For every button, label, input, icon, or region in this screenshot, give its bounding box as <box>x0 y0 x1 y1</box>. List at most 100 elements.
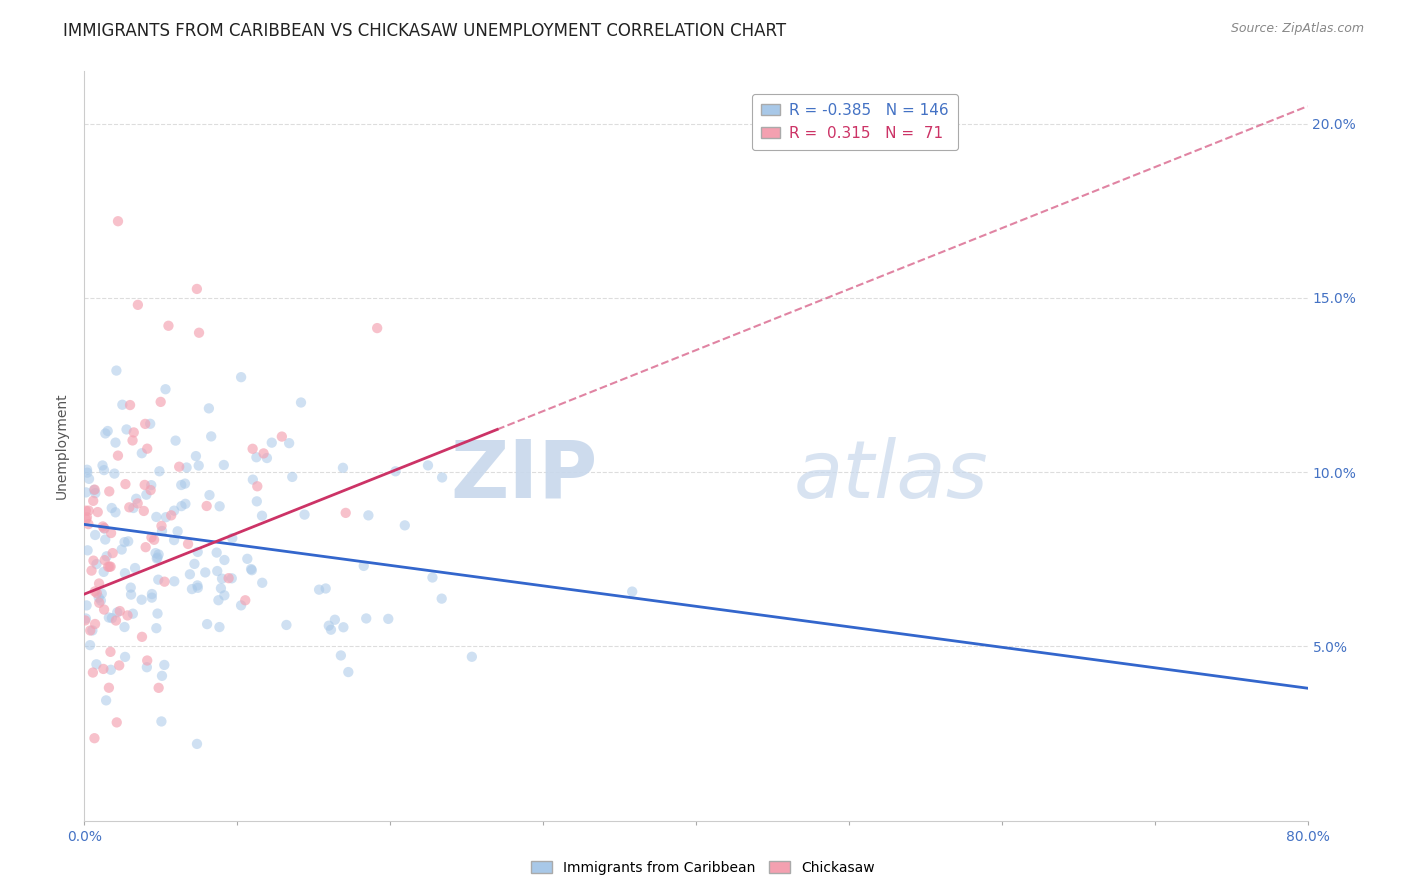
Point <box>77 472 100 486</box>
Point <box>146 607 169 621</box>
Point <box>141 587 163 601</box>
Point <box>131 446 153 460</box>
Point <box>366 321 388 335</box>
Point <box>104 505 127 519</box>
Point <box>134 478 156 492</box>
Point <box>117 608 139 623</box>
Point <box>118 398 141 412</box>
Point <box>139 417 162 431</box>
Point <box>145 510 167 524</box>
Point <box>97 610 120 624</box>
Point <box>143 533 166 547</box>
Point <box>117 534 139 549</box>
Point <box>75 512 97 526</box>
Point <box>153 574 176 589</box>
Point <box>120 588 142 602</box>
Point <box>184 449 207 463</box>
Point <box>335 506 357 520</box>
Point <box>87 505 110 519</box>
Point <box>100 501 122 516</box>
Point <box>198 488 221 502</box>
Point <box>188 326 211 340</box>
Point <box>329 648 352 663</box>
Point <box>318 618 340 632</box>
Point <box>430 591 453 606</box>
Point <box>146 551 169 566</box>
Point <box>86 657 108 672</box>
Point <box>93 553 115 567</box>
Point <box>166 524 188 539</box>
Point <box>214 588 236 602</box>
Point <box>187 545 209 559</box>
Point <box>91 519 114 533</box>
Point <box>98 484 121 499</box>
Y-axis label: Unemployment: Unemployment <box>55 392 69 500</box>
Point <box>97 559 120 574</box>
Point <box>76 543 98 558</box>
Point <box>127 298 149 312</box>
Point <box>245 450 267 465</box>
Point <box>145 621 167 635</box>
Point <box>422 570 444 584</box>
Legend: Immigrants from Caribbean, Chickasaw: Immigrants from Caribbean, Chickasaw <box>526 855 880 880</box>
Point <box>94 533 117 547</box>
Point <box>357 508 380 523</box>
Point <box>207 593 229 607</box>
Point <box>221 571 243 585</box>
Point <box>108 604 131 618</box>
Point <box>149 395 172 409</box>
Point <box>100 559 122 574</box>
Point <box>115 422 138 436</box>
Point <box>134 417 156 431</box>
Point <box>205 545 228 559</box>
Point <box>167 459 190 474</box>
Point <box>84 617 107 632</box>
Point <box>139 483 162 497</box>
Point <box>240 563 263 577</box>
Point <box>187 581 209 595</box>
Point <box>148 573 170 587</box>
Point <box>108 658 131 673</box>
Point <box>242 473 264 487</box>
Point <box>198 401 221 416</box>
Point <box>218 571 240 585</box>
Point <box>93 521 115 535</box>
Point <box>86 557 108 571</box>
Point <box>208 500 231 514</box>
Point <box>157 318 180 333</box>
Point <box>229 370 252 384</box>
Point <box>76 599 98 613</box>
Point <box>308 582 330 597</box>
Point <box>394 518 416 533</box>
Point <box>122 425 145 440</box>
Point <box>186 282 208 296</box>
Point <box>170 478 193 492</box>
Point <box>86 586 108 600</box>
Point <box>90 586 112 600</box>
Point <box>315 582 337 596</box>
Point <box>181 582 204 596</box>
Point <box>84 528 107 542</box>
Point <box>97 681 120 695</box>
Text: Source: ZipAtlas.com: Source: ZipAtlas.com <box>1230 22 1364 36</box>
Point <box>111 542 134 557</box>
Point <box>252 446 274 460</box>
Point <box>75 504 97 518</box>
Text: ZIP: ZIP <box>451 437 598 515</box>
Point <box>76 466 98 480</box>
Point <box>100 663 122 677</box>
Point <box>82 554 104 568</box>
Point <box>165 434 187 448</box>
Point <box>195 617 218 632</box>
Point <box>211 572 233 586</box>
Point <box>170 499 193 513</box>
Point <box>135 660 157 674</box>
Point <box>107 214 129 228</box>
Point <box>93 522 115 536</box>
Point <box>79 638 101 652</box>
Point <box>160 508 183 523</box>
Point <box>94 426 117 441</box>
Point <box>75 614 97 628</box>
Point <box>101 611 124 625</box>
Point <box>114 649 136 664</box>
